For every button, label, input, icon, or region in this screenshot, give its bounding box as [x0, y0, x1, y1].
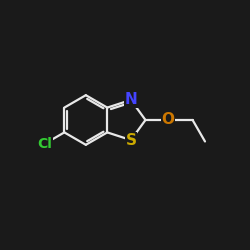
Text: O: O: [161, 112, 174, 128]
Text: N: N: [124, 92, 137, 108]
Text: Cl: Cl: [38, 136, 52, 150]
Text: S: S: [126, 132, 136, 148]
